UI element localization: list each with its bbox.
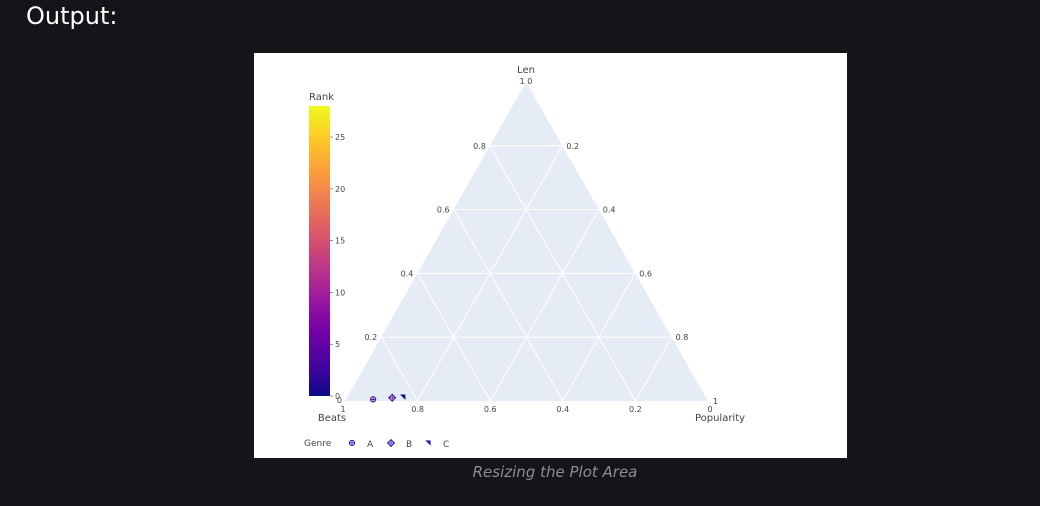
a-axis-tick-label: 0.6 (437, 206, 450, 215)
grid-line-b (380, 336, 419, 402)
a-axis-zero-label: 0 (337, 396, 342, 405)
grid-line-c (489, 209, 600, 402)
ternary-plot: 0.20.40.60.8 0.20.40.60.80.20.40.60.81 0L… (318, 65, 745, 424)
b-axis-title: Beats (318, 413, 346, 424)
grid-line-c (417, 145, 563, 402)
data-point-C (399, 394, 406, 400)
colorbar-tick-label: 20 (335, 185, 345, 194)
figure-caption: Resizing the Plot Area (472, 463, 638, 481)
b-axis-tick-label: 0.4 (556, 405, 569, 414)
marker-triangle (425, 440, 431, 446)
colorbar: Rank 0 5 10 15 20 25 (309, 92, 345, 401)
legend-label-C: C (443, 440, 449, 450)
c-axis-tick-label: 0.4 (603, 206, 616, 215)
colorbar-gradient (309, 106, 330, 396)
c-axis-tick-label: 0.6 (639, 269, 652, 278)
legend: Genre A B C (304, 438, 449, 450)
ternary-figure: Rank 0 5 10 15 20 25 0.2 0.4 0.6 0.8 0.2 0.4 0.6 0.8 0… (254, 53, 847, 458)
b-axis-tick-label: 0.2 (629, 405, 642, 414)
b-axis-tick-label: 1 (340, 405, 345, 414)
legend-symbol-C (425, 440, 431, 446)
grid-line-c (634, 336, 673, 402)
legend-symbol-B (386, 438, 396, 448)
a-axis-tick-label: 0.2 (364, 333, 377, 342)
b-axis-zero-label: 0 (707, 405, 712, 414)
data-point-B (388, 393, 397, 402)
c-axis-tick-label: 0.8 (676, 333, 689, 342)
marker-triangle (399, 394, 406, 400)
legend-label-A: A (367, 440, 374, 450)
colorbar-tick-label: 15 (335, 237, 345, 246)
colorbar-title: Rank (309, 92, 334, 103)
a-axis-tick-label: 1 0 (520, 77, 533, 86)
colorbar-tick-label: 25 (335, 133, 345, 142)
colorbar-tick-label: 5 (335, 340, 340, 349)
c-axis-tick-label: 0.2 (566, 142, 579, 151)
colorbar-tick-label: 0 (335, 392, 340, 401)
grid-line-b (453, 209, 564, 402)
colorbar-tick-label: 10 (335, 288, 345, 297)
legend-title: Genre (304, 439, 332, 449)
legend-symbol-A (348, 439, 356, 447)
b-axis-tick-label: 0.8 (411, 405, 424, 414)
legend-label-B: B (406, 440, 412, 450)
output-heading: Output: (26, 2, 118, 30)
a-axis-tick-label: 0.4 (401, 269, 414, 278)
a-axis-title: Len (517, 65, 535, 76)
c-axis-tick-label: 1 (713, 397, 718, 406)
grid-line-c (562, 273, 636, 402)
b-axis-tick-label: 0.6 (484, 405, 497, 414)
ternary-background (345, 82, 708, 401)
a-axis-tick-label: 0.8 (473, 142, 486, 151)
data-point-A (370, 396, 377, 403)
c-axis-title: Popularity (695, 413, 745, 424)
